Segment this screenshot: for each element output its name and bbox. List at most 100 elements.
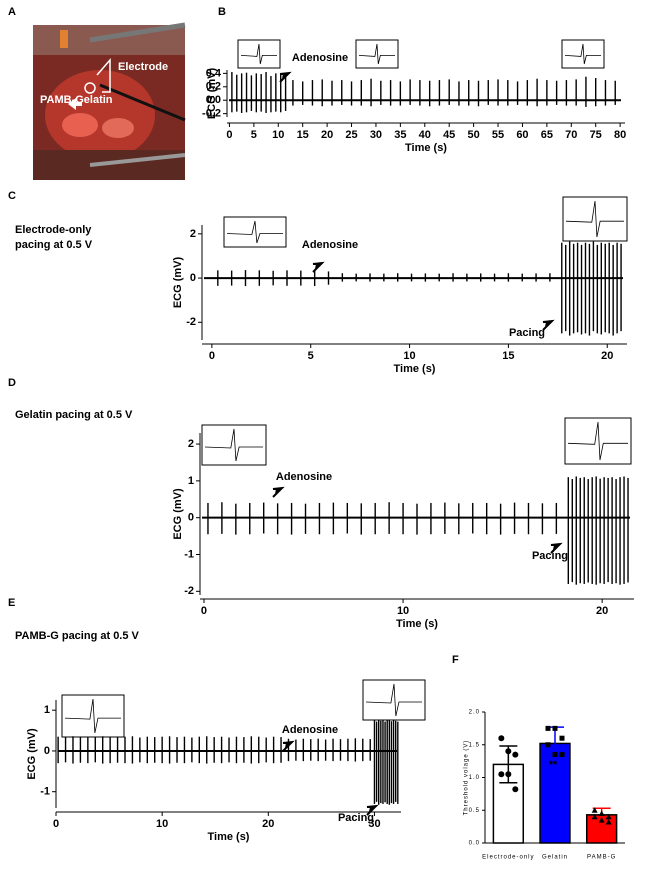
inset-trace [240,43,277,65]
data-point [598,810,605,817]
y-tick-label: -2 [186,316,196,328]
x-tick-label: 15 [502,350,514,362]
inset-box [223,216,287,248]
x-tick-label: 70 [565,129,577,141]
data-point [498,771,505,778]
y-tick-label: 1.5 [469,742,480,748]
y-axis-label: ECG (mV) [206,67,218,119]
y-axis-label: ECG (mV) [172,256,184,308]
y-tick-label: 0.0 [469,841,480,847]
panel-letter: A [8,6,16,18]
x-tick-label: 45 [443,129,455,141]
data-point [591,813,598,820]
panel-caption: PAMB-G pacing at 0.5 V [15,630,140,642]
annotation: Adenosine [276,471,332,483]
y-tick-label: -2 [184,585,194,597]
x-tick-label: 65 [541,129,553,141]
x-axis-label: Time (s) [396,618,438,630]
inset-box [561,39,605,69]
x-tick-label: 35 [394,129,406,141]
annotation: Pacing [509,327,545,339]
panel-letter: C [8,190,16,202]
arrow [312,261,325,273]
photo-label: PAMB-Gelatin [40,94,113,106]
inset-trace [204,428,263,462]
data-point [559,735,565,741]
annotation: Adenosine [282,724,338,736]
x-tick-label: 20 [321,129,333,141]
y-axis-label: ECG (mV) [172,488,184,540]
inset [362,679,426,721]
y-tick-label: -0.2 [202,108,221,120]
y-tick-label: 0.0 [206,94,221,106]
x-tick-label: 5 [308,350,314,362]
data-point [605,813,612,820]
arrow [279,71,292,83]
panel-letter: B [218,6,226,18]
inset-trace [365,683,422,717]
x-tick-label: Electrode-only [482,855,534,861]
photo-label: Electrode [118,61,168,73]
y-tick-label: 2.0 [469,710,480,716]
x-tick-label: 0 [53,818,59,830]
inset [355,39,399,69]
photo [33,22,186,180]
x-tick-label: 50 [467,129,479,141]
x-tick-label: 40 [419,129,431,141]
x-tick-label: PAMB-G [587,855,616,861]
y-tick-label: 2 [190,228,196,240]
y-tick-label: 1.0 [469,775,480,781]
y-tick-label: 2 [188,438,194,450]
data-point [512,786,519,793]
y-tick-label: -1 [184,548,194,560]
x-tick-label: 20 [596,605,608,617]
inset-trace [565,200,624,238]
x-tick-label: 10 [156,818,168,830]
arrow [542,319,555,331]
x-tick-label: 60 [516,129,528,141]
x-tick-label: 0 [209,350,215,362]
inset-trace [358,43,395,65]
x-tick-label: 5 [251,129,257,141]
annotation: Pacing [338,812,374,824]
inset [61,694,125,738]
x-axis-label: Time (s) [208,831,250,843]
inset [201,424,267,466]
x-tick-label: 55 [492,129,504,141]
x-tick-label: 0 [201,605,207,617]
arrow [282,740,295,752]
panel-letter: D [8,377,16,389]
inset-trace [226,220,283,244]
inset [237,39,281,69]
x-tick-label: 25 [345,129,357,141]
data-point [605,819,612,825]
x-tick-label: 20 [262,818,274,830]
y-tick-label: 1 [44,704,50,716]
annotation: Pacing [532,550,568,562]
annotation: Adenosine [302,239,358,251]
data-point [505,748,512,755]
y-axis-label: ECG (mV) [26,728,38,780]
inset [562,196,628,242]
annotation: ** [549,759,558,771]
panel-caption: pacing at 0.5 V [15,239,93,251]
x-tick-label: 80 [614,129,626,141]
x-tick-label: 30 [368,818,380,830]
data-point [591,807,598,813]
y-tick-label: -1 [40,786,50,798]
data-point [512,751,519,758]
x-tick-label: 30 [370,129,382,141]
inset [561,39,605,69]
x-tick-label: 75 [590,129,602,141]
inset-trace [64,698,121,734]
x-tick-label: 10 [272,129,284,141]
panel-letter: E [8,597,15,609]
y-tick-label: 0.5 [469,808,480,814]
y-tick-label: 0.4 [206,67,222,79]
y-tick-label: 0 [190,272,196,284]
x-tick-label: 10 [403,350,415,362]
inset [223,216,287,248]
data-point [598,817,605,823]
panel-caption: Electrode-only [15,224,92,236]
